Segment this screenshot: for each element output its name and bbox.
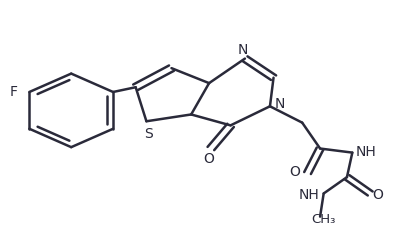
Text: S: S [145, 126, 153, 141]
Text: NH: NH [356, 145, 376, 159]
Text: NH: NH [299, 188, 320, 202]
Text: O: O [203, 152, 215, 166]
Text: O: O [372, 188, 383, 202]
Text: N: N [238, 43, 248, 58]
Text: O: O [290, 165, 300, 180]
Text: N: N [275, 97, 285, 111]
Text: CH₃: CH₃ [311, 213, 335, 226]
Text: F: F [9, 85, 17, 99]
